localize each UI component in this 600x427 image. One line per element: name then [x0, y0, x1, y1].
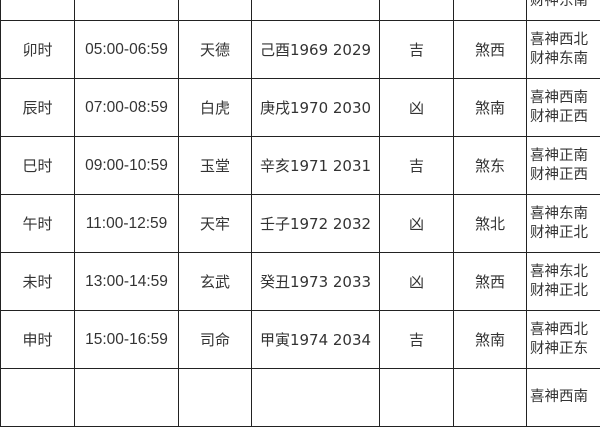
god-cell — [179, 369, 252, 427]
luck-cell: 吉 — [380, 0, 454, 21]
luck-cell: 吉 — [380, 311, 454, 369]
direction-cell: 喜神西南 — [527, 369, 600, 427]
hour-cell — [1, 369, 75, 427]
time-cell — [75, 369, 179, 427]
xi-shen-direction: 喜神东北 — [530, 263, 600, 282]
sha-cell: 煞南 — [454, 79, 527, 137]
cai-shen-direction: 财神东南 — [530, 0, 600, 11]
direction-cell: 喜神东北财神正北 — [527, 253, 600, 311]
god-cell: 白虎 — [179, 79, 252, 137]
sha-cell: 煞北 — [454, 0, 527, 21]
direction-cell: 喜神西北财神东南 — [527, 21, 600, 79]
god-cell: 司命 — [179, 311, 252, 369]
god-cell: 玄武 — [179, 253, 252, 311]
xi-shen-direction: 喜神西南 — [530, 388, 600, 407]
direction-cell: 喜神西南财神正西 — [527, 79, 600, 137]
time-cell — [75, 0, 179, 21]
year-cell: 甲寅1974 2034 — [252, 311, 380, 369]
table-row: 喜神西南 — [1, 369, 600, 427]
god-cell: 天牢 — [179, 195, 252, 253]
year-cell — [252, 0, 380, 21]
sha-cell: 煞北 — [454, 195, 527, 253]
hour-cell: 辰时 — [1, 79, 75, 137]
direction-cell: 喜神正南财神正西 — [527, 137, 600, 195]
cai-shen-direction: 财神正西 — [530, 108, 600, 127]
xi-shen-direction: 喜神西南 — [530, 89, 600, 108]
hour-cell: 未时 — [1, 253, 75, 311]
hour-cell: 午时 — [1, 195, 75, 253]
luck-cell — [380, 369, 454, 427]
year-cell: 辛亥1971 2031 — [252, 137, 380, 195]
year-cell: 庚戌1970 2030 — [252, 79, 380, 137]
time-cell: 07:00-08:59 — [75, 79, 179, 137]
time-cell: 05:00-06:59 — [75, 21, 179, 79]
sha-cell — [454, 369, 527, 427]
luck-cell: 凶 — [380, 195, 454, 253]
direction-cell: 喜神东南财神东南 — [527, 0, 600, 21]
sha-cell: 煞西 — [454, 21, 527, 79]
year-cell — [252, 369, 380, 427]
time-cell: 09:00-10:59 — [75, 137, 179, 195]
cai-shen-direction: 财神正北 — [530, 282, 600, 301]
sha-cell: 煞西 — [454, 253, 527, 311]
luck-cell: 凶 — [380, 253, 454, 311]
cai-shen-direction: 财神东南 — [530, 50, 600, 69]
hour-cell: 卯时 — [1, 21, 75, 79]
year-cell: 己酉1969 2029 — [252, 21, 380, 79]
xi-shen-direction: 喜神东南 — [530, 205, 600, 224]
god-cell: 玉堂 — [179, 137, 252, 195]
cai-shen-direction: 财神正东 — [530, 340, 600, 359]
luck-cell: 吉 — [380, 21, 454, 79]
xi-shen-direction: 喜神西北 — [530, 31, 600, 50]
direction-cell: 喜神东南财神正北 — [527, 195, 600, 253]
year-cell: 癸丑1973 2033 — [252, 253, 380, 311]
cai-shen-direction: 财神正北 — [530, 224, 600, 243]
time-cell: 15:00-16:59 — [75, 311, 179, 369]
hour-cell: 巳时 — [1, 137, 75, 195]
sha-cell: 煞南 — [454, 311, 527, 369]
xi-shen-direction: 喜神正南 — [530, 147, 600, 166]
god-cell: 金匮 — [179, 0, 252, 21]
time-cell: 13:00-14:59 — [75, 253, 179, 311]
god-cell: 天德 — [179, 21, 252, 79]
year-cell: 壬子1972 2032 — [252, 195, 380, 253]
direction-cell: 喜神西北财神正东 — [527, 311, 600, 369]
sha-cell: 煞东 — [454, 137, 527, 195]
time-cell: 11:00-12:59 — [75, 195, 179, 253]
hour-cell: 寅时 — [1, 0, 75, 21]
cai-shen-direction: 财神正西 — [530, 166, 600, 185]
xi-shen-direction: 喜神西北 — [530, 321, 600, 340]
table-row: 寅时 金匮 吉煞北喜神东南财神东南 — [1, 0, 600, 21]
luck-cell: 吉 — [380, 137, 454, 195]
luck-cell: 凶 — [380, 79, 454, 137]
hour-cell: 申时 — [1, 311, 75, 369]
